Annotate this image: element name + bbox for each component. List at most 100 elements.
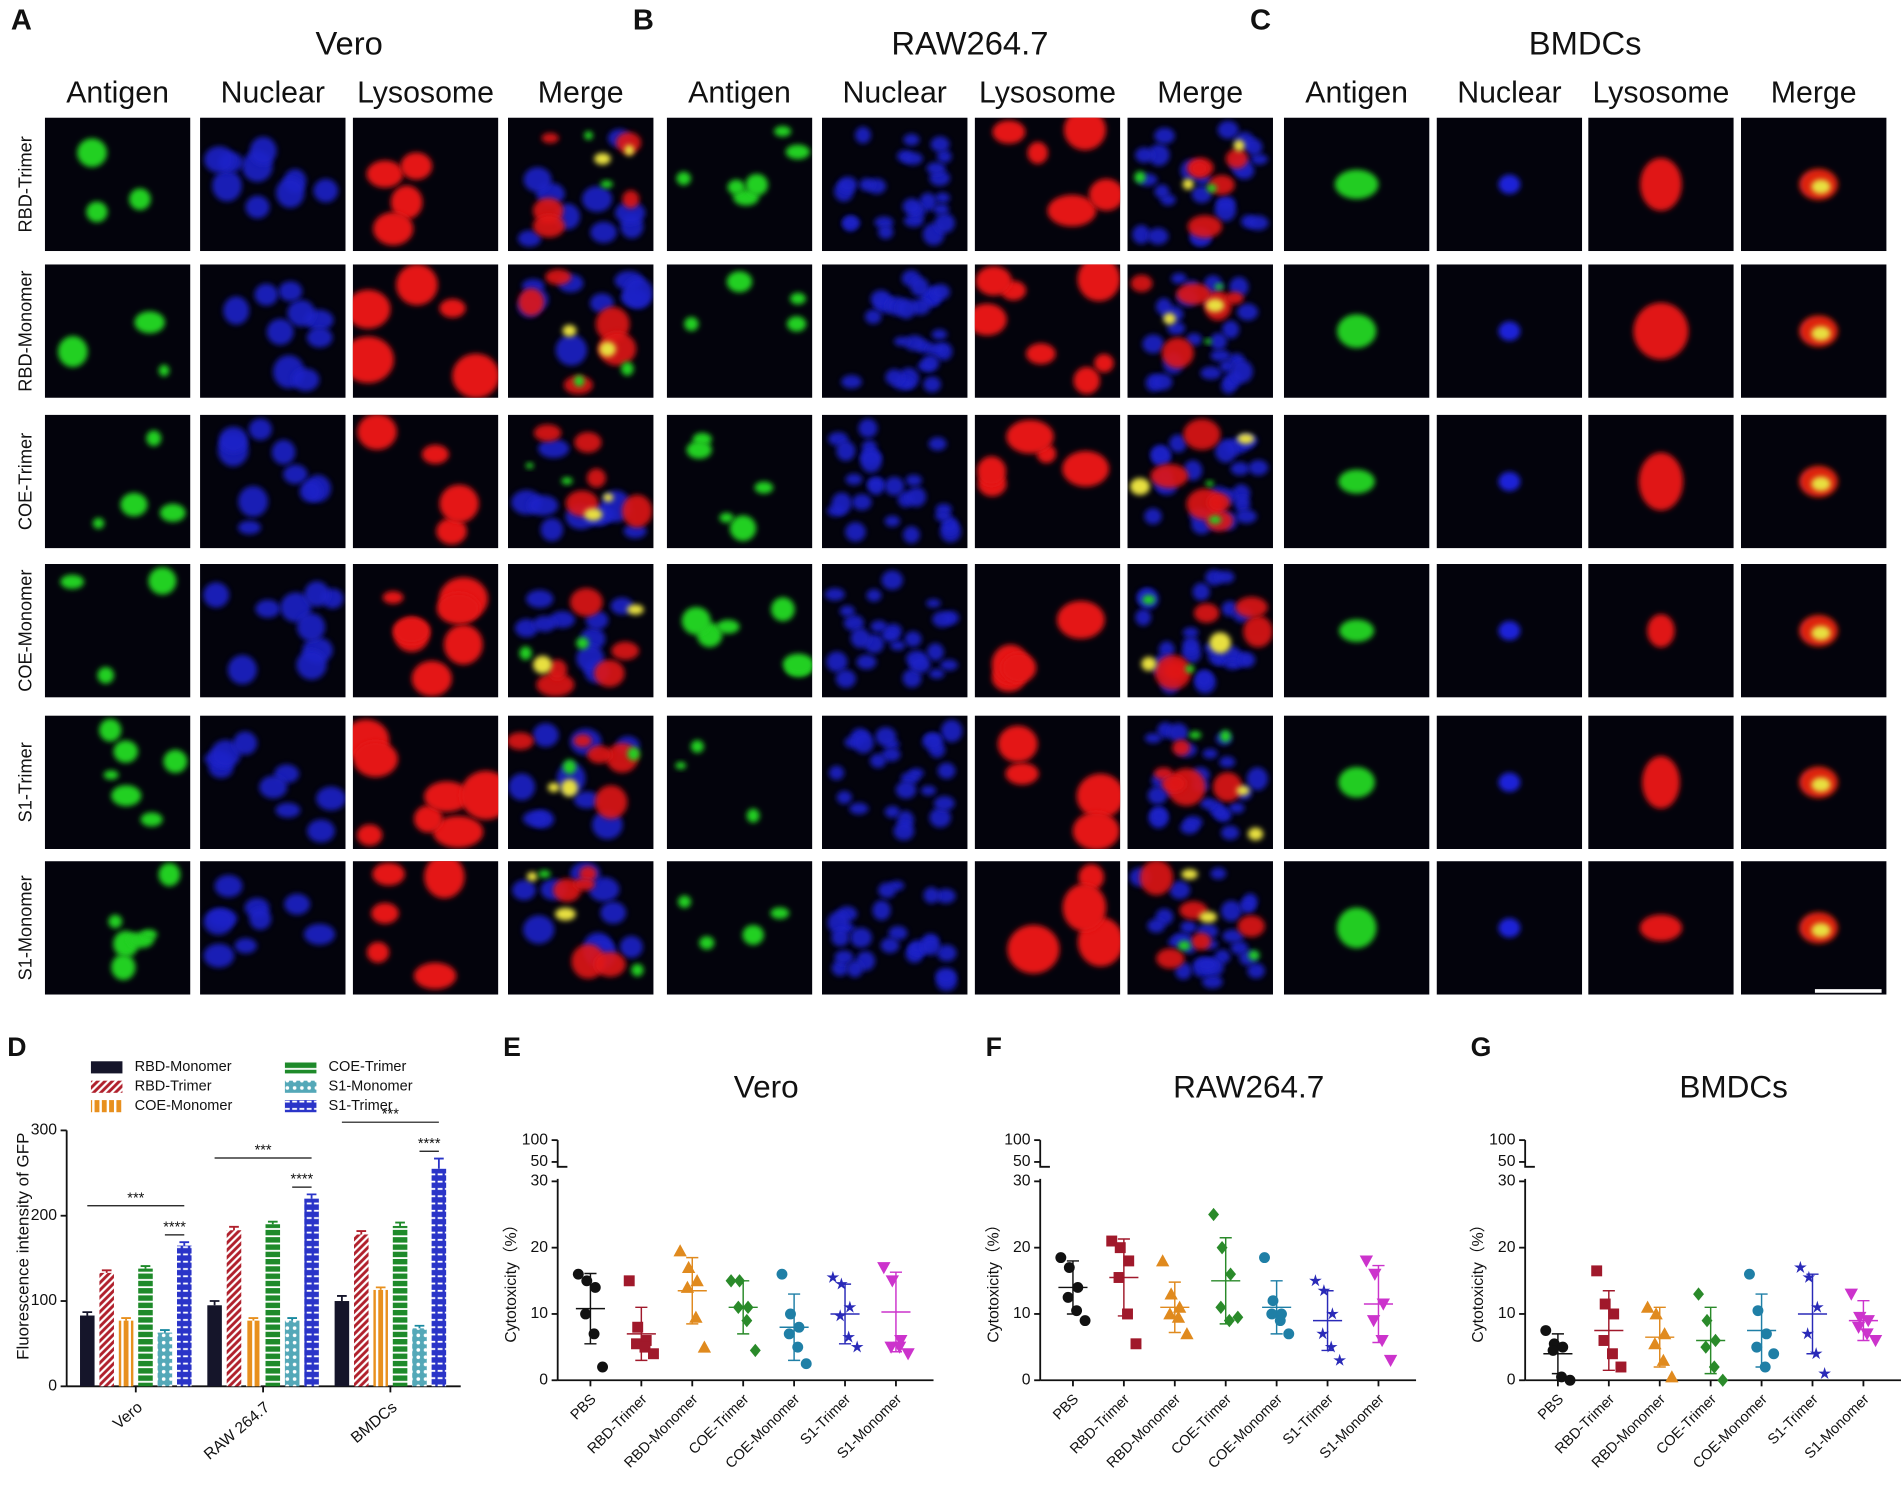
micrograph bbox=[1436, 861, 1583, 995]
stain bbox=[1811, 625, 1831, 641]
stain bbox=[838, 176, 858, 193]
stain bbox=[895, 781, 917, 799]
stain bbox=[831, 492, 852, 515]
data-point bbox=[1657, 1327, 1672, 1340]
stain bbox=[296, 650, 327, 680]
stain bbox=[932, 611, 953, 628]
error-bar bbox=[101, 1269, 112, 1273]
stain bbox=[1148, 144, 1170, 166]
stain bbox=[1144, 733, 1162, 744]
stain bbox=[926, 643, 944, 661]
stain bbox=[746, 808, 760, 823]
stain bbox=[872, 900, 891, 921]
bar bbox=[99, 1272, 114, 1387]
stain bbox=[1129, 477, 1151, 496]
stain bbox=[245, 195, 270, 219]
micrograph bbox=[1283, 563, 1430, 698]
micrograph bbox=[666, 715, 813, 850]
data-point bbox=[1751, 1341, 1763, 1353]
stain bbox=[134, 311, 165, 334]
stain bbox=[525, 462, 534, 469]
micrograph bbox=[200, 861, 346, 995]
stain bbox=[77, 138, 107, 168]
significance-label: *** bbox=[255, 1143, 272, 1159]
stain bbox=[526, 589, 554, 608]
micrograph bbox=[1436, 414, 1583, 549]
legend-label: RBD-Monomer bbox=[135, 1059, 232, 1075]
stain bbox=[726, 271, 753, 293]
stain bbox=[204, 146, 235, 173]
micrograph bbox=[1127, 414, 1273, 549]
stain bbox=[432, 815, 484, 848]
micrograph bbox=[352, 563, 499, 698]
stain bbox=[306, 327, 333, 348]
stain bbox=[541, 132, 559, 144]
data-point bbox=[1760, 1328, 1772, 1340]
stain bbox=[538, 870, 551, 878]
stain bbox=[1248, 459, 1269, 476]
stain bbox=[598, 331, 637, 366]
stain bbox=[275, 177, 305, 208]
stain bbox=[1187, 215, 1223, 239]
stain bbox=[1188, 731, 1202, 739]
stain bbox=[1150, 444, 1170, 464]
micrograph bbox=[1127, 264, 1273, 398]
stain bbox=[935, 192, 950, 204]
stain bbox=[839, 605, 855, 617]
stain bbox=[1228, 802, 1245, 814]
stain bbox=[555, 334, 588, 366]
error-bar bbox=[337, 1294, 347, 1302]
bar bbox=[284, 1320, 300, 1387]
stain bbox=[921, 354, 940, 372]
stain bbox=[140, 812, 163, 827]
stain bbox=[141, 929, 158, 940]
stain bbox=[866, 589, 882, 602]
stain bbox=[532, 214, 565, 238]
stain bbox=[1190, 161, 1209, 176]
data-point bbox=[742, 1300, 754, 1315]
micrograph bbox=[352, 414, 499, 549]
stain bbox=[1094, 353, 1114, 373]
data-point bbox=[741, 1313, 753, 1328]
stain bbox=[390, 185, 423, 220]
stain bbox=[316, 786, 346, 811]
stain bbox=[1154, 184, 1170, 199]
row-label: COE-Trimer bbox=[15, 433, 35, 530]
stain bbox=[366, 941, 390, 963]
stain bbox=[936, 944, 957, 962]
y-tick-label: 0 bbox=[539, 1371, 548, 1388]
micrograph-bg bbox=[44, 414, 191, 549]
data-point bbox=[1851, 1321, 1866, 1334]
micrograph bbox=[44, 264, 191, 398]
stain bbox=[113, 740, 138, 763]
stain bbox=[1217, 120, 1239, 139]
micrograph bbox=[1283, 117, 1430, 252]
panel-title: Vero bbox=[315, 25, 382, 62]
data-point bbox=[734, 1274, 746, 1288]
stain bbox=[716, 619, 740, 634]
stain bbox=[826, 651, 848, 673]
micrograph bbox=[44, 861, 191, 995]
data-point bbox=[1743, 1268, 1755, 1280]
stain bbox=[923, 887, 940, 904]
panel-title: RAW264.7 bbox=[891, 25, 1048, 62]
stain bbox=[1207, 492, 1231, 513]
stain bbox=[902, 526, 920, 544]
y-axis-upper bbox=[1039, 1140, 1050, 1168]
panel-letter: A bbox=[11, 5, 32, 37]
column-header: Nuclear bbox=[843, 77, 947, 110]
data-point bbox=[572, 1268, 584, 1280]
y-axis-upper bbox=[1524, 1140, 1535, 1168]
stain bbox=[561, 477, 573, 485]
stain bbox=[1180, 920, 1197, 934]
stain bbox=[842, 216, 860, 229]
stain bbox=[1196, 957, 1218, 972]
stain bbox=[684, 316, 699, 332]
column-header: Merge bbox=[1157, 77, 1243, 110]
data-point bbox=[1208, 1207, 1220, 1222]
stain bbox=[1007, 924, 1060, 974]
stain bbox=[1001, 652, 1037, 683]
stain bbox=[910, 277, 929, 297]
y-tick-label: 20 bbox=[1013, 1239, 1031, 1256]
